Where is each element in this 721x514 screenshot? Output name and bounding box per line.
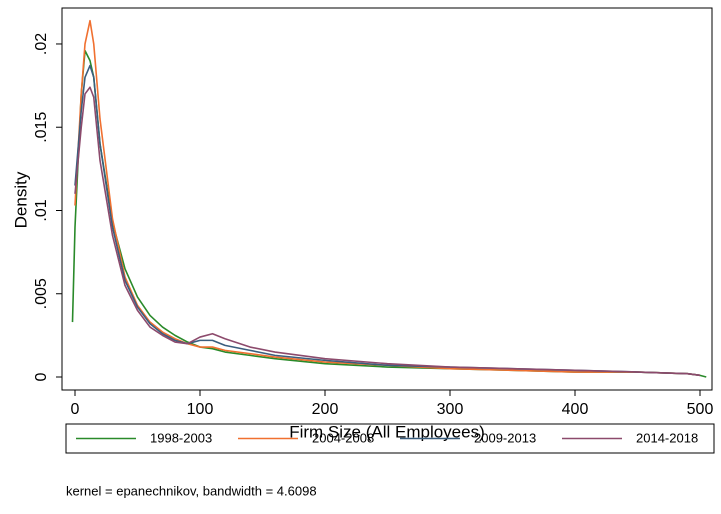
legend-label: 2004-2008 — [312, 430, 374, 445]
y-tick-label: .01 — [33, 199, 50, 221]
x-tick-label: 200 — [312, 401, 339, 418]
plot-frame — [61, 7, 713, 391]
x-tick-label: 500 — [687, 401, 714, 418]
y-axis-title: Density — [11, 171, 30, 228]
x-tick-label: 400 — [562, 401, 589, 418]
legend-box — [65, 423, 715, 454]
legend-label: 2009-2013 — [474, 430, 536, 445]
x-tick-label: 100 — [187, 401, 214, 418]
series-line — [74, 19, 701, 377]
y-tick-label: .005 — [33, 278, 50, 309]
y-tick-label: .02 — [33, 33, 50, 55]
y-tick-label: 0 — [33, 372, 50, 381]
legend-label: 1998-2003 — [150, 430, 212, 445]
x-axis-title: Firm Size (All Employees) — [289, 422, 485, 441]
x-tick-label: 300 — [437, 401, 464, 418]
x-tick-label: 0 — [71, 401, 80, 418]
series-line — [74, 86, 701, 377]
legend-label: 2014-2018 — [636, 430, 698, 445]
y-tick-label: .015 — [33, 112, 50, 143]
note: kernel = epanechnikov, bandwidth = 4.609… — [66, 483, 317, 498]
